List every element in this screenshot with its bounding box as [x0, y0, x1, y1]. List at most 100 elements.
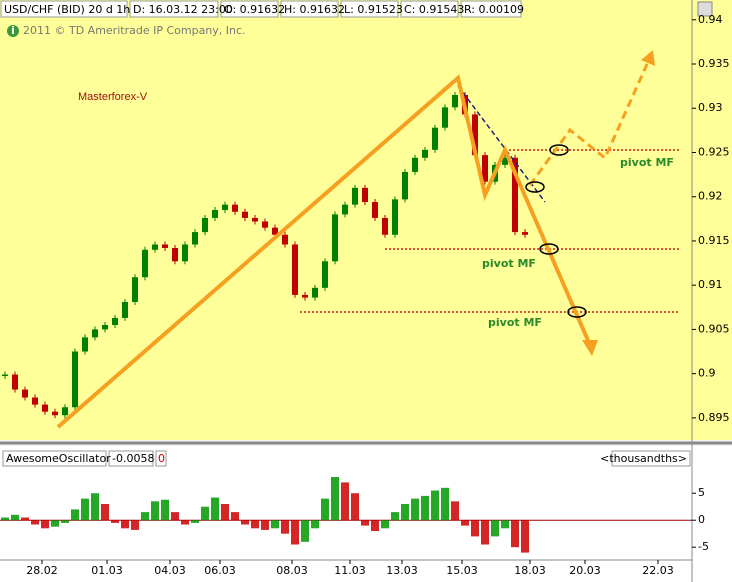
- icon[interactable]: [697, 1, 713, 17]
- chart-title: Masterforex-V: [78, 91, 148, 103]
- candle: [372, 202, 378, 218]
- candle: [352, 187, 358, 205]
- box: [0, 0, 128, 18]
- candle: [272, 227, 278, 235]
- x-tick-label: 15.03: [446, 564, 478, 577]
- bar: [451, 501, 459, 521]
- close: C: 0.91543: [404, 3, 464, 16]
- x-tick-label: 06.03: [204, 564, 236, 577]
- range: R: 0.00109: [464, 3, 524, 16]
- candle: [182, 244, 188, 262]
- box: [2, 450, 107, 467]
- indicator-value: -0.0058: [112, 452, 154, 465]
- candle: [452, 94, 458, 108]
- bar: [501, 520, 509, 529]
- candle: [412, 157, 418, 172]
- info-icon[interactable]: [7, 25, 19, 37]
- bar: [371, 520, 379, 532]
- bar: [201, 506, 209, 521]
- candle: [382, 217, 388, 235]
- bar: [281, 520, 289, 534]
- bar: [211, 497, 219, 521]
- bar: [291, 520, 299, 545]
- x-tick-label: 01.03: [91, 564, 123, 577]
- bar: [271, 520, 279, 529]
- box: [400, 0, 459, 18]
- candle: [22, 389, 28, 398]
- box: [280, 0, 339, 18]
- bar: [161, 499, 169, 521]
- x-tick-label: 18.03: [514, 564, 546, 577]
- candle: [232, 204, 238, 212]
- bar: [81, 498, 89, 521]
- candle: [32, 397, 38, 405]
- candle: [252, 217, 258, 222]
- candle: [442, 107, 448, 128]
- bar: [141, 512, 149, 521]
- candle: [422, 149, 428, 158]
- bar: [231, 512, 239, 521]
- bar: [51, 520, 59, 527]
- box: [340, 0, 399, 18]
- high: H: 0.91632: [284, 3, 345, 16]
- candle: [212, 209, 218, 218]
- candle: [392, 199, 398, 235]
- candle: [472, 114, 478, 156]
- candle: [112, 317, 118, 325]
- box: [460, 0, 522, 18]
- y-tick-label: 0.9: [698, 367, 716, 380]
- annotation: pivot MF: [482, 257, 536, 270]
- indicator-name: AwesomeOscillator: [6, 452, 111, 465]
- bar: [351, 493, 359, 521]
- box: [220, 0, 279, 18]
- candle: [282, 234, 288, 245]
- candle: [72, 351, 78, 408]
- box: [129, 0, 219, 18]
- candle: [292, 244, 298, 295]
- candle: [242, 211, 248, 218]
- bar: [191, 520, 199, 523]
- bar: [151, 501, 159, 521]
- y-tick-label: 0.93: [698, 101, 723, 114]
- y-tick-label: 0: [698, 513, 705, 526]
- y-tick-label: 0.925: [698, 145, 730, 158]
- candle: [42, 404, 48, 412]
- bar: [461, 520, 469, 526]
- x-tick-label: 13.03: [386, 564, 418, 577]
- indicator-flag: 0: [158, 452, 165, 465]
- y-tick-label: 0.895: [698, 411, 730, 424]
- candle: [172, 248, 178, 262]
- bar: [261, 520, 269, 530]
- bar: [301, 520, 309, 542]
- bar: [131, 520, 139, 530]
- annotation: pivot MF: [488, 316, 542, 329]
- candle: [162, 244, 168, 249]
- candle: [202, 217, 208, 233]
- bar: [421, 495, 429, 521]
- candle: [312, 287, 318, 298]
- y-tick-label: 0.92: [698, 190, 723, 203]
- price-panel: [0, 0, 732, 440]
- pivot-marker: [567, 306, 587, 318]
- bar: [171, 512, 179, 521]
- candle: [52, 411, 58, 416]
- bar: [491, 520, 499, 537]
- bar: [311, 520, 319, 529]
- bar: [521, 520, 529, 553]
- bar: [511, 520, 519, 548]
- bar: [331, 477, 339, 521]
- bar: [181, 520, 189, 525]
- y-tick-label: 0.91: [698, 278, 723, 291]
- bar: [61, 520, 69, 523]
- bar: [411, 498, 419, 521]
- bar: [381, 520, 389, 529]
- candle: [432, 127, 438, 150]
- candle: [262, 221, 268, 228]
- candle: [482, 155, 488, 182]
- candle: [12, 374, 18, 390]
- candle: [82, 337, 88, 352]
- candle: [142, 249, 148, 278]
- candle: [92, 329, 98, 338]
- arrow-head: [582, 340, 598, 356]
